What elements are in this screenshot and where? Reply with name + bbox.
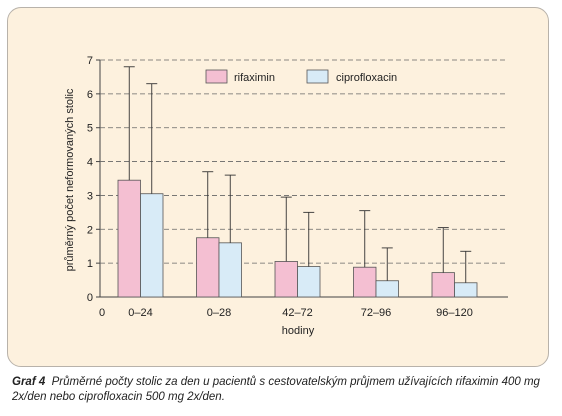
bars-layer: [117, 66, 478, 298]
y-axis-label: průměrný počet neformovaných stolic: [64, 88, 76, 271]
y-tick-label: 2: [87, 224, 93, 236]
y-tick-label: 5: [87, 123, 93, 135]
bar-chart: 0 1 2 3 4 5 6 7 0–24 0–28 42–72 72–96 96–120 0 hodin…: [64, 55, 508, 337]
bar-ciprofloxacin: [218, 242, 242, 298]
y-tick-label: 3: [87, 190, 93, 202]
x-tick-label: 0–28: [207, 307, 231, 319]
caption-label: Graf 4: [12, 376, 46, 388]
x-tick-label: 96–120: [436, 307, 473, 319]
legend: rifaximin ciprofloxacin: [205, 69, 397, 84]
bar-rifaximin: [274, 261, 298, 298]
bar-ciprofloxacin: [375, 280, 399, 298]
y-tick-label: 0: [87, 292, 93, 304]
bar-ciprofloxacin: [454, 282, 478, 298]
bar-rifaximin: [431, 272, 455, 298]
y-tick-label: 1: [87, 258, 93, 270]
x-tick-label: 42–72: [282, 307, 313, 319]
y-tick-label: 4: [87, 157, 93, 169]
y-tick-label: 7: [87, 55, 93, 67]
ticks-layer: 0 1 2 3 4 5 6 7 0–24 0–28 42–72 72–96 96–120: [87, 55, 473, 319]
bar-rifaximin: [353, 266, 377, 298]
x-tick-label: 72–96: [361, 307, 392, 319]
caption-text: Průměrné počty stolic za den u pacientů …: [12, 376, 540, 403]
y-tick-label: 6: [87, 89, 93, 101]
x-tick-label: 0–24: [128, 307, 152, 319]
x-axis-label: hodiny: [282, 325, 315, 337]
bar-ciprofloxacin: [297, 266, 321, 298]
x-origin-label: 0: [99, 307, 105, 319]
legend-label-ciprofloxacin: ciprofloxacin: [336, 72, 397, 84]
legend-label-rifaximin: rifaximin: [234, 72, 275, 84]
bar-rifaximin: [196, 237, 220, 298]
legend-swatch-rifaximin: [205, 69, 228, 84]
chart-panel: [7, 7, 549, 367]
bar-ciprofloxacin: [140, 193, 164, 298]
bar-rifaximin: [117, 179, 141, 298]
legend-swatch-ciprofloxacin: [306, 69, 329, 84]
figure-caption: Graf 4 Průměrné počty stolic za den u pa…: [12, 375, 552, 405]
grid-layer: [100, 59, 508, 264]
